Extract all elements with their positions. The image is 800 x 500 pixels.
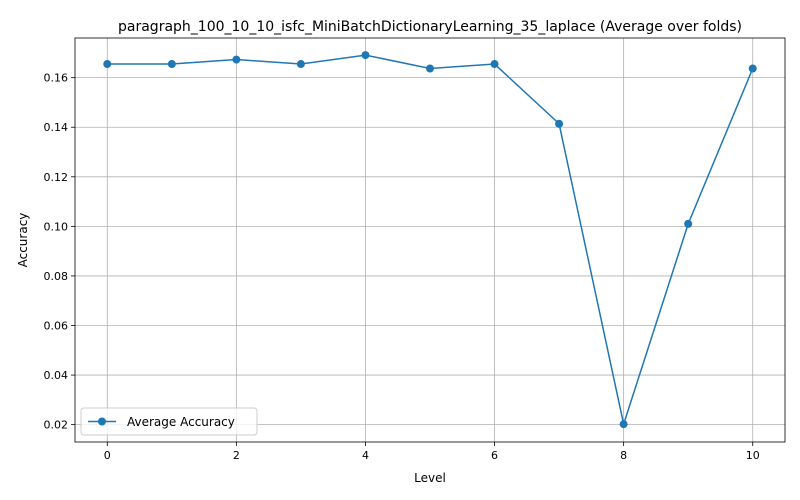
x-tick-label: 4 [362,449,369,462]
y-tick-label: 0.10 [44,220,69,233]
legend-box [80,407,258,436]
data-point [619,420,628,429]
data-point [555,119,564,128]
y-tick-label: 0.12 [44,171,69,184]
y-tick-label: 0.04 [44,369,69,382]
y-axis-title: Accuracy [16,213,30,268]
legend: Average Accuracy [80,407,258,436]
data-point [232,55,241,64]
data-point [426,64,434,73]
y-tick-label: 0.02 [44,419,69,432]
x-tick-label: 10 [746,449,760,462]
data-point [296,60,305,69]
y-tick-label: 0.14 [44,121,69,134]
plot-frame [74,37,786,443]
data-point [361,51,370,60]
legend-label: Average Accuracy [127,415,235,429]
axis-ticks: 0 2 4 6 8 10 0.02 0.04 0.06 0.08 0.10 0.12 0.14 0.16 [44,72,760,462]
x-tick-label: 0 [104,449,111,462]
series-layer [103,51,757,429]
data-point [167,60,176,69]
y-tick-label: 0.16 [44,72,69,85]
x-tick-label: 2 [233,449,240,462]
y-tick-label: 0.06 [44,320,69,333]
data-point [103,60,112,69]
grid [75,38,785,442]
chart-title: paragraph_100_10_10_isfc_MiniBatchDictio… [118,19,742,35]
x-axis-title: Level [414,471,446,485]
data-point [684,219,693,228]
data-point [490,60,499,69]
x-tick-label: 6 [491,449,498,462]
x-tick-label: 8 [620,449,627,462]
legend-marker [98,417,106,426]
data-point [748,64,757,73]
y-tick-label: 0.08 [44,270,69,283]
